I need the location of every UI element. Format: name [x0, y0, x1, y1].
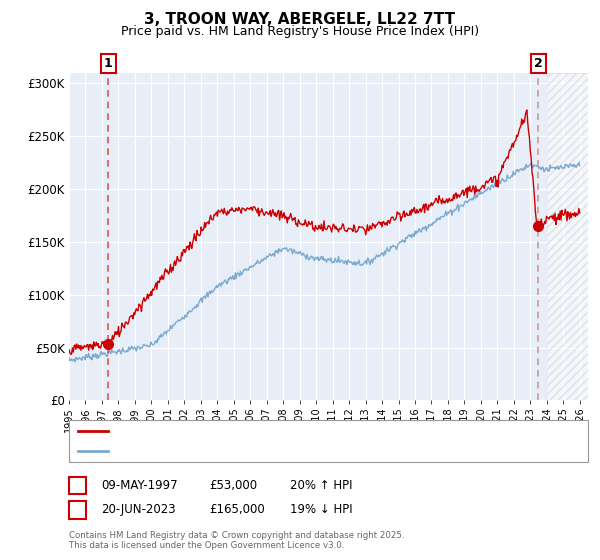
Bar: [547, 73, 588, 400]
Text: 3, TROON WAY, ABERGELE, LL22 7TT (semi-detached house): 3, TROON WAY, ABERGELE, LL22 7TT (semi-d…: [114, 426, 429, 436]
Text: £53,000: £53,000: [209, 479, 257, 492]
Text: 2: 2: [534, 57, 542, 70]
Text: 09-MAY-1997: 09-MAY-1997: [101, 479, 178, 492]
Text: 20% ↑ HPI: 20% ↑ HPI: [290, 479, 352, 492]
Text: 2: 2: [73, 503, 82, 516]
Text: 3, TROON WAY, ABERGELE, LL22 7TT: 3, TROON WAY, ABERGELE, LL22 7TT: [145, 12, 455, 27]
Text: 20-JUN-2023: 20-JUN-2023: [101, 503, 175, 516]
Text: 1: 1: [73, 479, 82, 492]
Text: 1: 1: [104, 57, 112, 70]
Text: 19% ↓ HPI: 19% ↓ HPI: [290, 503, 352, 516]
Text: HPI: Average price, semi-detached house, Conwy: HPI: Average price, semi-detached house,…: [114, 446, 371, 456]
Text: Contains HM Land Registry data © Crown copyright and database right 2025.
This d: Contains HM Land Registry data © Crown c…: [69, 530, 404, 550]
Text: £165,000: £165,000: [209, 503, 265, 516]
Text: Price paid vs. HM Land Registry's House Price Index (HPI): Price paid vs. HM Land Registry's House …: [121, 25, 479, 38]
